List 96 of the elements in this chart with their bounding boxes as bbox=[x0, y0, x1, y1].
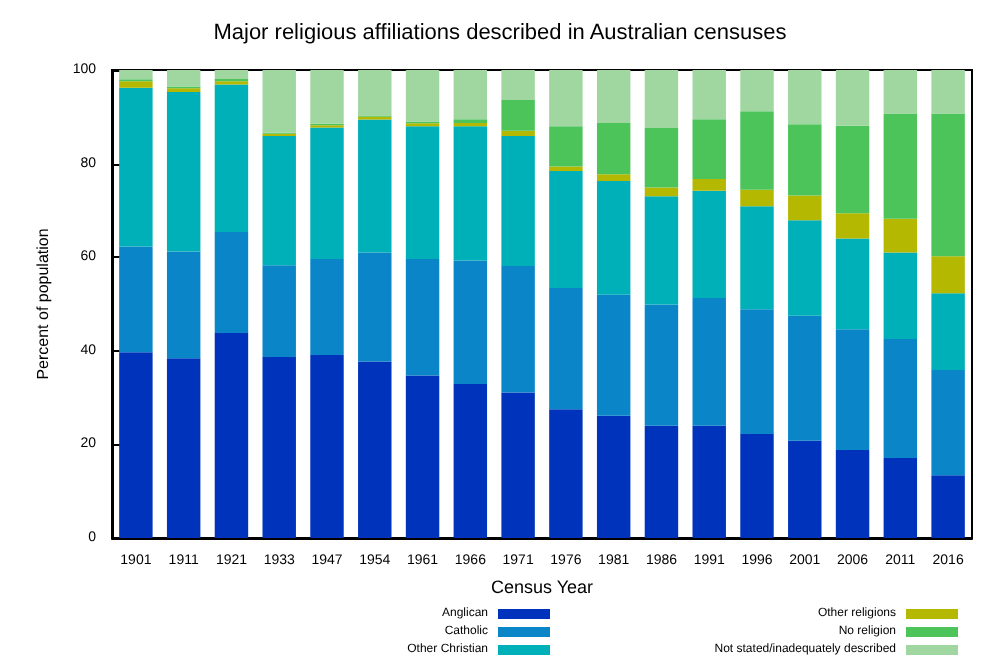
bar bbox=[262, 265, 296, 357]
bar bbox=[453, 384, 488, 538]
bar bbox=[788, 70, 822, 125]
bar bbox=[453, 70, 488, 120]
bar bbox=[310, 70, 344, 124]
bar bbox=[835, 329, 870, 451]
bar bbox=[788, 124, 822, 196]
bar bbox=[644, 304, 679, 426]
bar bbox=[644, 128, 679, 188]
bar bbox=[596, 180, 631, 295]
bar bbox=[549, 171, 583, 289]
bar bbox=[883, 113, 918, 219]
bar bbox=[262, 135, 296, 266]
bar bbox=[931, 113, 965, 257]
chart-title: Major religious affiliations described in Australian censuses bbox=[213, 21, 788, 45]
bar bbox=[549, 126, 583, 167]
bar bbox=[501, 392, 535, 538]
bar bbox=[883, 218, 918, 253]
bar bbox=[501, 135, 535, 267]
bar bbox=[596, 294, 631, 416]
bar bbox=[358, 119, 392, 253]
bar bbox=[501, 130, 535, 136]
bar bbox=[310, 259, 344, 356]
bar bbox=[310, 127, 344, 260]
bar bbox=[166, 358, 201, 538]
bar bbox=[883, 252, 918, 340]
bar bbox=[931, 70, 965, 114]
bar bbox=[644, 425, 679, 538]
bar bbox=[692, 190, 726, 298]
bar bbox=[692, 179, 726, 191]
bar bbox=[119, 246, 153, 353]
bar bbox=[405, 259, 440, 376]
bar bbox=[405, 126, 440, 260]
bar bbox=[358, 361, 392, 538]
bar bbox=[931, 293, 965, 370]
bar bbox=[214, 231, 249, 334]
bar bbox=[644, 187, 679, 197]
x-axis-title: Census Year bbox=[490, 576, 594, 597]
bar bbox=[596, 122, 631, 175]
bar bbox=[214, 84, 249, 232]
bar bbox=[788, 440, 822, 538]
bar bbox=[740, 434, 774, 538]
bar bbox=[501, 99, 535, 131]
bar bbox=[119, 87, 153, 247]
bar bbox=[740, 70, 774, 112]
bar bbox=[596, 174, 631, 181]
bar bbox=[166, 251, 201, 359]
bar bbox=[549, 409, 583, 538]
bar bbox=[549, 166, 583, 172]
y-axis-title: Percent of population bbox=[33, 228, 52, 380]
bar bbox=[262, 70, 296, 133]
bar bbox=[453, 260, 488, 385]
bar bbox=[788, 220, 822, 316]
bar bbox=[883, 339, 918, 458]
bar bbox=[310, 355, 344, 538]
bar bbox=[692, 70, 726, 120]
bar bbox=[788, 195, 822, 221]
bar bbox=[358, 70, 392, 116]
bar bbox=[214, 333, 249, 538]
bar bbox=[835, 213, 870, 239]
bar bbox=[549, 288, 583, 410]
bar bbox=[119, 81, 153, 88]
bar bbox=[740, 111, 774, 190]
bar bbox=[740, 189, 774, 207]
bar bbox=[788, 315, 822, 441]
bar bbox=[405, 70, 440, 122]
bar bbox=[740, 309, 774, 435]
bar bbox=[883, 457, 918, 538]
bar bbox=[262, 356, 296, 538]
bar bbox=[501, 70, 535, 100]
bar bbox=[740, 206, 774, 310]
bar bbox=[166, 70, 201, 87]
bar bbox=[835, 70, 870, 126]
bar bbox=[835, 450, 870, 538]
bar bbox=[166, 92, 201, 252]
bar bbox=[453, 126, 488, 261]
bar bbox=[883, 70, 918, 114]
bar bbox=[692, 425, 726, 538]
bar bbox=[644, 70, 679, 129]
bar bbox=[119, 352, 153, 538]
bar bbox=[501, 266, 535, 393]
bar bbox=[931, 256, 965, 294]
bar bbox=[835, 125, 870, 214]
bar bbox=[644, 196, 679, 305]
bar bbox=[214, 70, 249, 79]
bar bbox=[119, 70, 153, 80]
bar bbox=[596, 70, 631, 123]
bar bbox=[692, 297, 726, 426]
bar bbox=[931, 475, 965, 538]
bar bbox=[692, 119, 726, 180]
bar bbox=[835, 238, 870, 330]
bar bbox=[358, 252, 392, 362]
bar bbox=[931, 369, 965, 476]
bar bbox=[405, 375, 440, 538]
bar bbox=[549, 70, 583, 127]
bar bbox=[596, 415, 631, 538]
